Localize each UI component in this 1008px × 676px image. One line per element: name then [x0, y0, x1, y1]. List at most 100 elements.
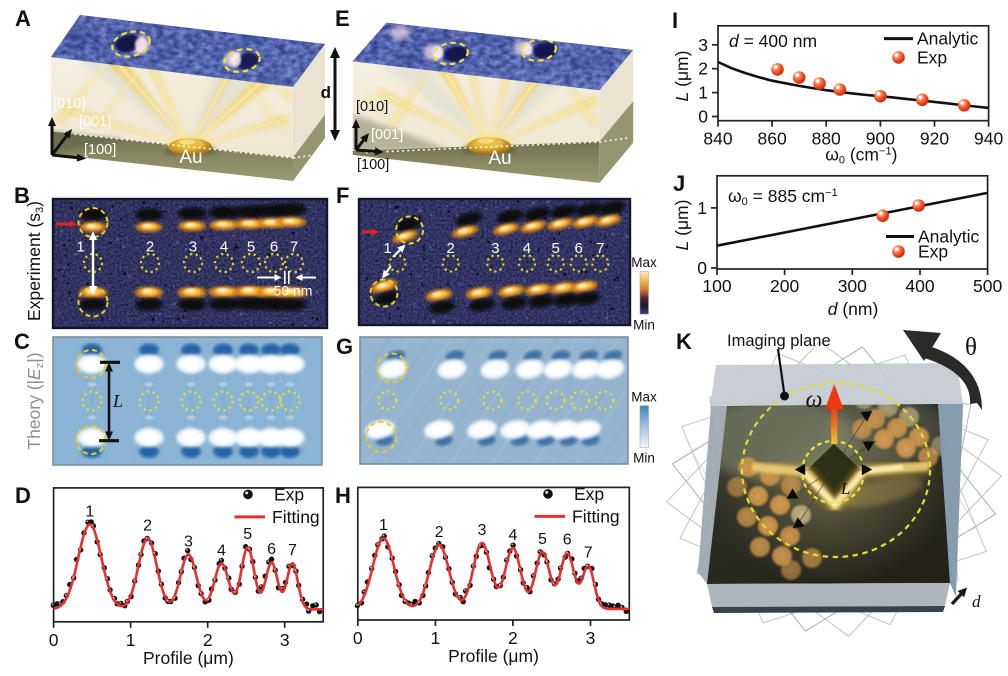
svg-text:3: 3	[184, 533, 193, 550]
svg-text:6: 6	[270, 239, 278, 256]
svg-text:0: 0	[697, 258, 707, 278]
svg-text:2: 2	[435, 524, 444, 541]
svg-text:1: 1	[126, 630, 136, 650]
svg-text:E: E	[335, 6, 350, 31]
svg-text:Theory (|Ez|): Theory (|Ez|)	[24, 352, 46, 449]
svg-text:2: 2	[447, 240, 455, 257]
svg-text:A: A	[15, 6, 31, 31]
svg-text:d: d	[972, 592, 981, 611]
svg-text:Profile (μm): Profile (μm)	[448, 646, 539, 666]
svg-text:3: 3	[477, 522, 486, 539]
svg-text:0: 0	[49, 630, 59, 650]
svg-text:θ: θ	[965, 334, 977, 361]
svg-text:7: 7	[288, 542, 297, 559]
svg-text:3: 3	[491, 240, 499, 257]
svg-text:860: 860	[757, 129, 786, 149]
svg-text:1: 1	[431, 628, 441, 648]
svg-text:[001]: [001]	[79, 114, 111, 130]
svg-text:940: 940	[974, 129, 1003, 149]
svg-text:900: 900	[866, 129, 895, 149]
svg-text:3: 3	[586, 628, 596, 648]
svg-text:Au: Au	[488, 148, 511, 169]
svg-text:I: I	[672, 8, 678, 33]
svg-text:2: 2	[698, 59, 708, 79]
svg-text:7: 7	[584, 544, 593, 561]
svg-text:L: L	[840, 479, 850, 498]
svg-text:Max: Max	[631, 255, 657, 270]
svg-text:2: 2	[146, 239, 154, 256]
svg-text:d: d	[321, 83, 331, 102]
svg-text:100: 100	[702, 276, 731, 296]
svg-text:Profile (μm): Profile (μm)	[143, 648, 234, 668]
svg-text:6: 6	[563, 532, 572, 549]
svg-text:L (μm): L (μm)	[672, 200, 692, 251]
svg-text:5: 5	[247, 239, 255, 256]
svg-text:300: 300	[838, 276, 867, 296]
svg-text:5: 5	[538, 531, 547, 548]
svg-text:d = 400 nm: d = 400 nm	[729, 31, 817, 51]
svg-text:6: 6	[267, 541, 276, 558]
svg-text:6: 6	[575, 240, 583, 257]
svg-text:Exp: Exp	[574, 484, 604, 504]
svg-text:L: L	[112, 391, 123, 411]
svg-text:4: 4	[508, 527, 517, 544]
svg-text:400: 400	[905, 276, 934, 296]
svg-text:1: 1	[379, 517, 388, 534]
svg-text:5: 5	[243, 526, 252, 543]
svg-text:3: 3	[189, 239, 197, 256]
svg-text:1: 1	[698, 83, 708, 103]
svg-text:G: G	[336, 334, 353, 359]
svg-text:Fitting: Fitting	[272, 507, 320, 527]
svg-text:H: H	[335, 483, 351, 508]
svg-text:3: 3	[698, 35, 708, 55]
svg-text:[001]: [001]	[371, 127, 403, 143]
svg-text:200: 200	[770, 276, 799, 296]
svg-text:5: 5	[552, 240, 560, 257]
svg-text:Exp: Exp	[918, 242, 948, 262]
svg-text:1: 1	[85, 503, 94, 520]
svg-text:B: B	[14, 183, 30, 208]
svg-text:[100]: [100]	[84, 142, 116, 158]
svg-text:4: 4	[523, 240, 531, 257]
svg-text:4: 4	[220, 239, 228, 256]
svg-text:1: 1	[383, 240, 391, 257]
svg-text:Analytic: Analytic	[918, 227, 980, 247]
svg-text:[100]: [100]	[357, 157, 389, 173]
svg-text:7: 7	[290, 239, 298, 256]
svg-text:Fitting: Fitting	[572, 506, 620, 526]
svg-text:3: 3	[280, 630, 290, 650]
svg-text:7: 7	[596, 240, 604, 257]
svg-text:ω0 = 885 cm−1: ω0 = 885 cm−1	[728, 186, 838, 208]
svg-text:F: F	[336, 183, 349, 208]
svg-text:0: 0	[698, 107, 708, 127]
svg-text:Min: Min	[633, 318, 655, 333]
svg-text:L (μm): L (μm)	[672, 51, 692, 102]
svg-text:Au: Au	[179, 147, 202, 168]
svg-text:J: J	[673, 171, 685, 196]
svg-text:920: 920	[920, 129, 949, 149]
svg-text:500: 500	[973, 276, 1002, 296]
svg-text:K: K	[676, 329, 692, 354]
svg-text:1: 1	[76, 239, 84, 256]
svg-text:Imaging plane: Imaging plane	[727, 332, 831, 350]
svg-text:Min: Min	[633, 451, 655, 466]
svg-text:2: 2	[508, 628, 518, 648]
svg-text:2: 2	[143, 517, 152, 534]
svg-text:Exp: Exp	[274, 484, 304, 504]
svg-text:Analytic: Analytic	[917, 29, 979, 49]
svg-text:50 nm: 50 nm	[274, 283, 313, 299]
svg-text:Experiment (s3): Experiment (s3)	[24, 201, 46, 321]
svg-text:Max: Max	[631, 390, 657, 405]
svg-text:840: 840	[703, 129, 732, 149]
svg-text:C: C	[14, 329, 30, 354]
svg-text:[010]: [010]	[53, 96, 85, 112]
svg-text:2: 2	[203, 630, 213, 650]
svg-text:Exp: Exp	[917, 48, 947, 68]
svg-text:0: 0	[353, 628, 363, 648]
svg-text:ω: ω	[806, 387, 823, 413]
svg-text:d (nm): d (nm)	[828, 299, 879, 319]
svg-text:[010]: [010]	[356, 99, 388, 115]
svg-text:D: D	[15, 483, 31, 508]
svg-text:1: 1	[697, 198, 707, 218]
svg-text:880: 880	[812, 129, 841, 149]
